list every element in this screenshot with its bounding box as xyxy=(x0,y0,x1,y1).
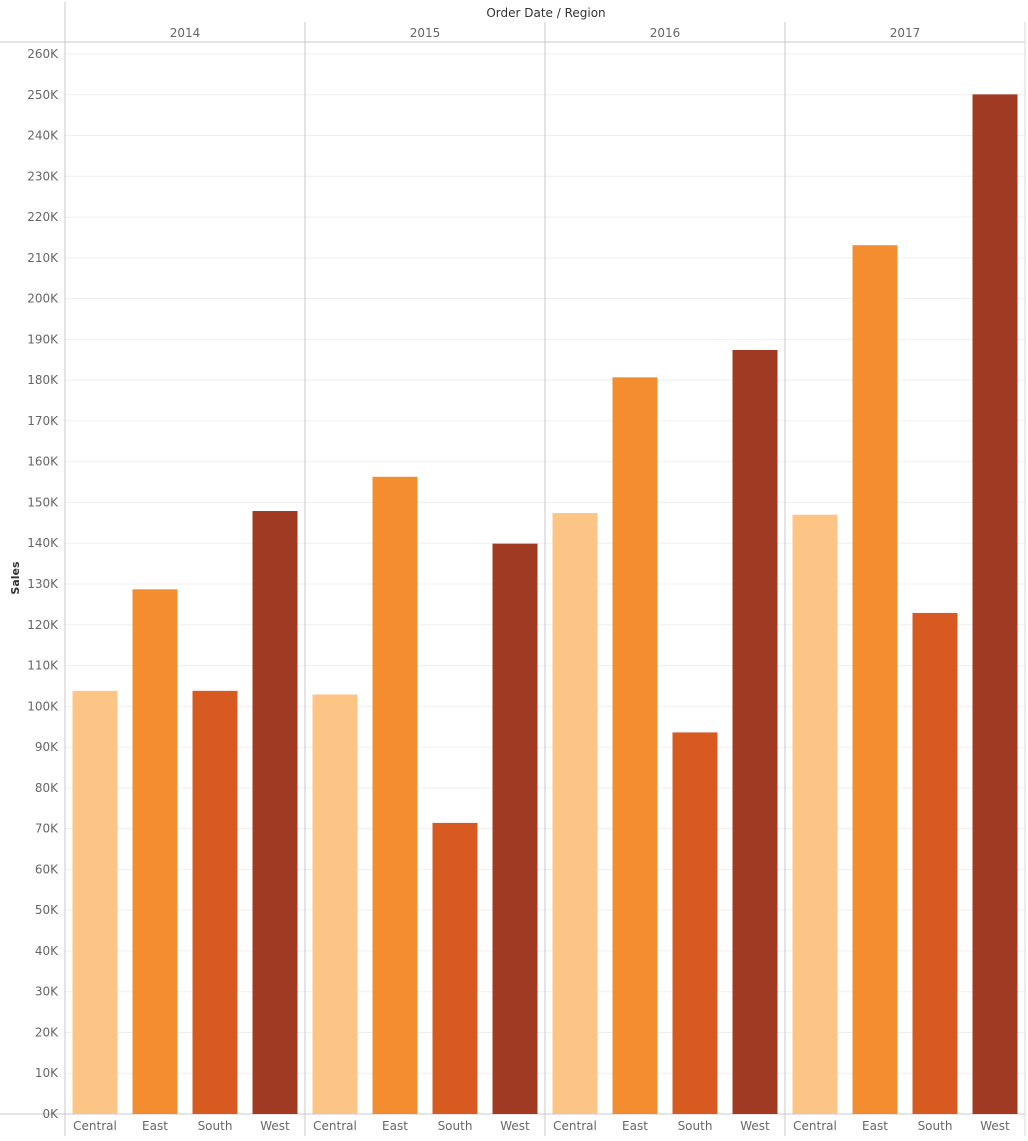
y-tick-label: 90K xyxy=(35,740,59,754)
bar-2016-south xyxy=(672,732,718,1114)
bar-2016-east xyxy=(612,377,658,1114)
bar-2014-west xyxy=(252,511,298,1114)
y-tick-label: 150K xyxy=(27,495,59,509)
bar-2015-south xyxy=(432,822,478,1114)
bar-2016-west xyxy=(732,349,778,1114)
bar-2017-south xyxy=(912,612,958,1114)
x-category-label: East xyxy=(862,1119,888,1133)
y-tick-label: 240K xyxy=(27,129,59,143)
y-tick-label: 0K xyxy=(42,1107,59,1121)
x-category-label: Central xyxy=(793,1119,837,1133)
y-tick-label: 140K xyxy=(27,536,59,550)
bar-2014-east xyxy=(132,589,178,1114)
x-category-label: Central xyxy=(73,1119,117,1133)
year-header-label: 2014 xyxy=(170,26,201,40)
chart-title: Order Date / Region xyxy=(486,6,605,20)
y-tick-label: 200K xyxy=(27,292,59,306)
bar-2014-south xyxy=(192,690,238,1114)
y-tick-label: 30K xyxy=(35,985,59,999)
y-tick-label: 20K xyxy=(35,1025,59,1039)
bar-2017-central xyxy=(792,514,838,1114)
y-tick-label: 160K xyxy=(27,455,59,469)
y-tick-label: 230K xyxy=(27,169,59,183)
y-tick-label: 190K xyxy=(27,332,59,346)
x-category-label: South xyxy=(438,1119,473,1133)
x-category-label: West xyxy=(980,1119,1010,1133)
x-category-label: South xyxy=(918,1119,953,1133)
x-category-label: South xyxy=(198,1119,233,1133)
bar-2015-west xyxy=(492,543,538,1114)
bar-2017-west xyxy=(972,94,1018,1114)
year-header-label: 2015 xyxy=(410,26,441,40)
y-tick-label: 250K xyxy=(27,88,59,102)
y-tick-label: 170K xyxy=(27,414,59,428)
y-tick-label: 130K xyxy=(27,577,59,591)
y-axis-label: Sales xyxy=(9,561,22,595)
y-tick-label: 210K xyxy=(27,251,59,265)
y-tick-label: 10K xyxy=(35,1066,59,1080)
x-category-label: South xyxy=(678,1119,713,1133)
y-tick-label: 110K xyxy=(27,659,59,673)
y-tick-label: 100K xyxy=(27,699,59,713)
bar-2015-central xyxy=(312,694,358,1114)
y-tick-label: 50K xyxy=(35,903,59,917)
y-tick-label: 220K xyxy=(27,210,59,224)
y-tick-label: 80K xyxy=(35,781,59,795)
y-tick-label: 70K xyxy=(35,822,59,836)
y-tick-label: 180K xyxy=(27,373,59,387)
bars xyxy=(72,94,1018,1114)
bar-2015-east xyxy=(372,476,418,1114)
x-category-label: East xyxy=(142,1119,168,1133)
bar-2016-central xyxy=(552,513,598,1114)
x-category-label: West xyxy=(260,1119,290,1133)
year-header-label: 2016 xyxy=(650,26,681,40)
y-tick-label: 60K xyxy=(35,862,59,876)
y-tick-label: 120K xyxy=(27,618,59,632)
y-tick-label: 40K xyxy=(35,944,59,958)
x-category-label: Central xyxy=(553,1119,597,1133)
y-tick-label: 260K xyxy=(27,47,59,61)
bar-2017-east xyxy=(852,245,898,1114)
x-category-label: West xyxy=(740,1119,770,1133)
year-header-label: 2017 xyxy=(890,26,921,40)
x-category-label: East xyxy=(382,1119,408,1133)
x-category-label: East xyxy=(622,1119,648,1133)
labels: Order Date / Region Sales 0K 10K 20K 30K 40K… xyxy=(9,6,1010,1133)
x-category-label: West xyxy=(500,1119,530,1133)
x-category-label: Central xyxy=(313,1119,357,1133)
bar-2014-central xyxy=(72,690,118,1114)
